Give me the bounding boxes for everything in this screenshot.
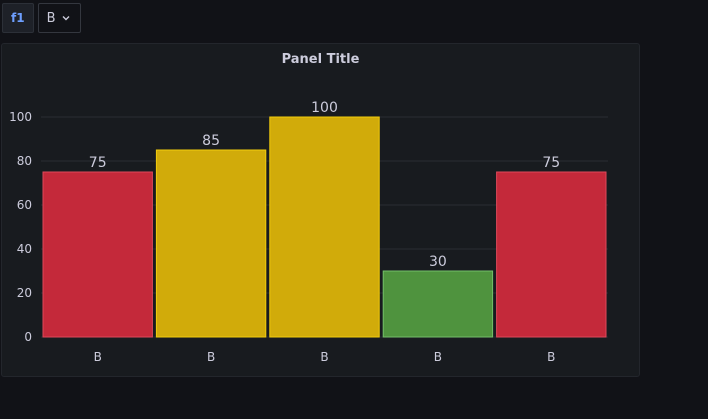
bar-chart-panel: Panel Title 0 20 40 60 80 100 75 B 85 B 100 B 30 B 75 B	[1, 43, 640, 377]
bar[interactable]	[269, 116, 380, 338]
variable-value: B	[46, 10, 56, 26]
chevron-down-icon	[62, 16, 69, 21]
bar-value-label: 100	[311, 100, 338, 116]
variable-label: f1	[2, 3, 34, 33]
bar-value-label: 30	[429, 254, 447, 270]
x-tick-label: B	[207, 350, 215, 364]
bar-value-label: 85	[202, 133, 220, 149]
y-tick-label: 40	[17, 242, 32, 256]
bar-chart: 0 20 40 60 80 100 75 B 85 B 100 B 30 B 75 B	[9, 100, 608, 364]
y-tick-label: 80	[17, 154, 32, 168]
bar-value-label: 75	[542, 155, 560, 171]
x-tick-label: B	[320, 350, 328, 364]
bar[interactable]	[496, 171, 607, 338]
panel-title[interactable]: Panel Title	[281, 52, 360, 67]
variable-select[interactable]: B	[37, 3, 81, 33]
x-tick-label: B	[434, 350, 442, 364]
y-tick-label: 60	[17, 198, 32, 212]
y-tick-label: 20	[17, 286, 32, 300]
bar[interactable]	[382, 270, 494, 338]
bar[interactable]	[42, 171, 153, 338]
bar[interactable]	[155, 149, 267, 338]
y-tick-label: 100	[9, 110, 32, 124]
bar-value-label: 75	[89, 155, 107, 171]
x-tick-label: B	[94, 350, 102, 364]
variable-bar: f1 B	[2, 3, 81, 33]
x-tick-label: B	[547, 350, 555, 364]
y-tick-label: 0	[24, 330, 32, 344]
